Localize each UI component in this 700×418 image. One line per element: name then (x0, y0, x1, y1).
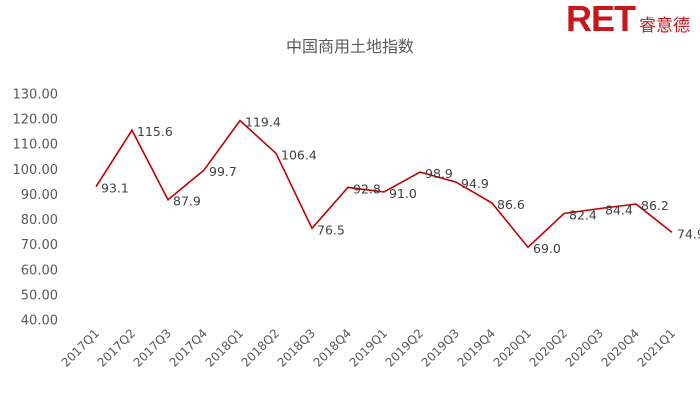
y-tick-label: 70.00 (21, 238, 58, 253)
x-tick-label: 2020Q1 (491, 326, 535, 370)
y-axis: 40.00 50.00 60.00 70.00 80.00 90.00 100.00 110.… (13, 88, 59, 329)
x-tick-label: 2020Q3 (563, 326, 607, 370)
x-tick-label: 2017Q2 (95, 326, 139, 370)
x-tick-label: 2019Q2 (383, 326, 427, 370)
data-label: 82.4 (569, 208, 597, 223)
series (95, 119, 673, 249)
data-label: 84.4 (605, 203, 633, 218)
y-tick-label: 110.00 (13, 138, 59, 153)
brand-logo: RET 睿意德 (566, 0, 690, 39)
data-label: 87.9 (173, 194, 201, 209)
data-label: 106.4 (281, 147, 317, 162)
x-tick-label: 2018Q3 (275, 326, 319, 370)
y-tick-label: 100.00 (13, 163, 59, 178)
x-tick-label: 2017Q1 (59, 326, 103, 370)
x-tick-label: 2019Q3 (419, 326, 463, 370)
data-label: 98.9 (425, 166, 453, 181)
data-label: 86.2 (641, 198, 669, 213)
x-tick-label: 2018Q2 (239, 326, 283, 370)
x-tick-label: 2018Q4 (311, 326, 355, 370)
y-tick-label: 120.00 (13, 113, 59, 128)
x-tick-label: 2019Q4 (455, 326, 499, 370)
brand-mark: RET (566, 0, 636, 39)
y-tick-label: 60.00 (21, 263, 58, 278)
y-tick-label: 90.00 (21, 188, 58, 203)
data-label: 93.1 (101, 181, 129, 196)
series-line (95, 119, 673, 249)
y-tick-label: 40.00 (21, 314, 58, 329)
brand-name: 睿意德 (639, 16, 690, 36)
x-tick-label: 2020Q4 (599, 326, 643, 370)
x-tick-label: 2019Q1 (347, 326, 391, 370)
data-label: 99.7 (209, 164, 237, 179)
data-label: 69.0 (533, 241, 561, 256)
data-label: 94.9 (461, 176, 489, 191)
x-axis: 2017Q12017Q22017Q32017Q42018Q12018Q22018… (59, 326, 679, 370)
data-labels: 93.1 115.6 87.9 99.7 119.4 106.4 76.5 92.8 91.0 9… (101, 115, 700, 257)
data-label: 91.0 (389, 186, 417, 201)
data-label: 115.6 (137, 124, 173, 139)
y-tick-label: 80.00 (21, 213, 58, 228)
x-tick-label: 2020Q2 (527, 326, 571, 370)
data-label: 74.9 (677, 226, 700, 241)
data-label: 119.4 (245, 115, 281, 130)
data-label: 92.8 (353, 181, 381, 196)
y-tick-label: 130.00 (13, 88, 59, 103)
x-tick-label: 2017Q3 (131, 326, 175, 370)
x-tick-label: 2021Q1 (635, 326, 679, 370)
y-tick-label: 50.00 (21, 288, 58, 303)
chart-title: 中国商用土地指数 (286, 37, 414, 56)
x-tick-label: 2017Q4 (167, 326, 211, 370)
data-label: 76.5 (317, 222, 345, 237)
data-label: 86.6 (497, 197, 525, 212)
x-tick-label: 2018Q1 (203, 326, 247, 370)
